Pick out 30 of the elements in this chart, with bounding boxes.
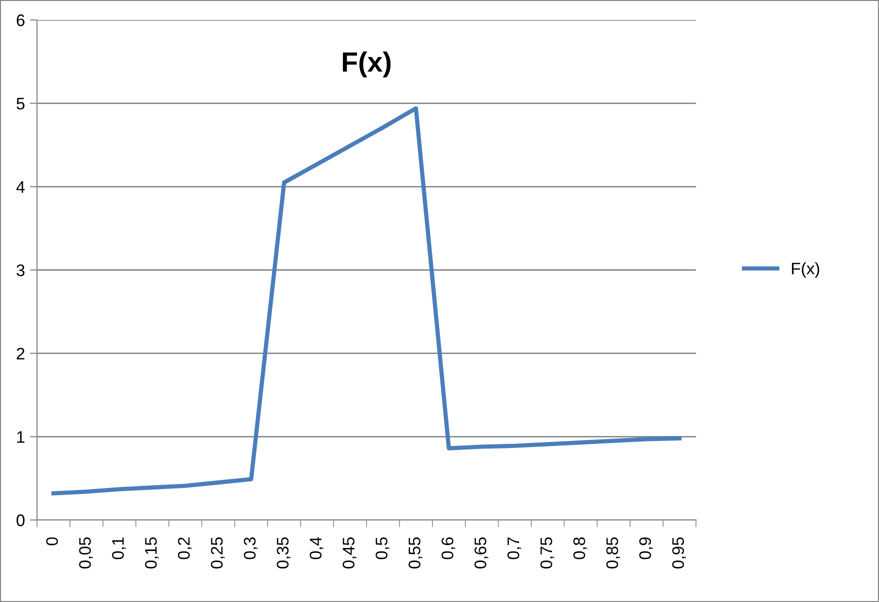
y-tick-label: 4 [16,181,25,193]
x-tick-label: 0,15 [144,537,159,568]
x-tick-label: 0,9 [639,537,654,560]
y-tick-label: 3 [16,264,24,276]
x-tick-label: 0,45 [342,537,356,568]
text: F(x) [342,52,391,78]
x-tick-label: 0,4 [310,537,324,560]
x-tick-label: 0,6 [442,537,456,560]
x-tick-label: 0,55 [408,537,422,568]
x-tick-label: 0,95 [672,537,686,568]
y-tick-label: 1 [17,431,24,443]
x-tick-label: 0,65 [474,537,488,568]
y-tick-label: 6 [16,14,24,26]
line-series [51,106,682,496]
x-tick-label: 0,1 [112,537,126,560]
x-tick-label: 0,5 [376,537,390,560]
x-tick-label: 0,8 [573,537,588,560]
legend-label: F(x) [792,262,820,278]
x-tick-label: 0,75 [540,537,554,568]
x-tick-label: 0,25 [210,537,225,568]
x-tick-label: 0 [46,537,58,546]
y-tick-label: 0 [16,514,25,526]
x-tick-label: 0,85 [606,537,620,568]
x-tick-label: 0,7 [507,538,522,560]
x-tick-label: 0,35 [276,537,291,568]
x-tick-label: 0,05 [79,537,93,568]
y-tick-label: 2 [16,348,24,360]
y-tick-label: 5 [16,98,24,110]
x-tick-label: 0,3 [244,537,258,560]
x-tick-label: 0,2 [178,538,192,560]
